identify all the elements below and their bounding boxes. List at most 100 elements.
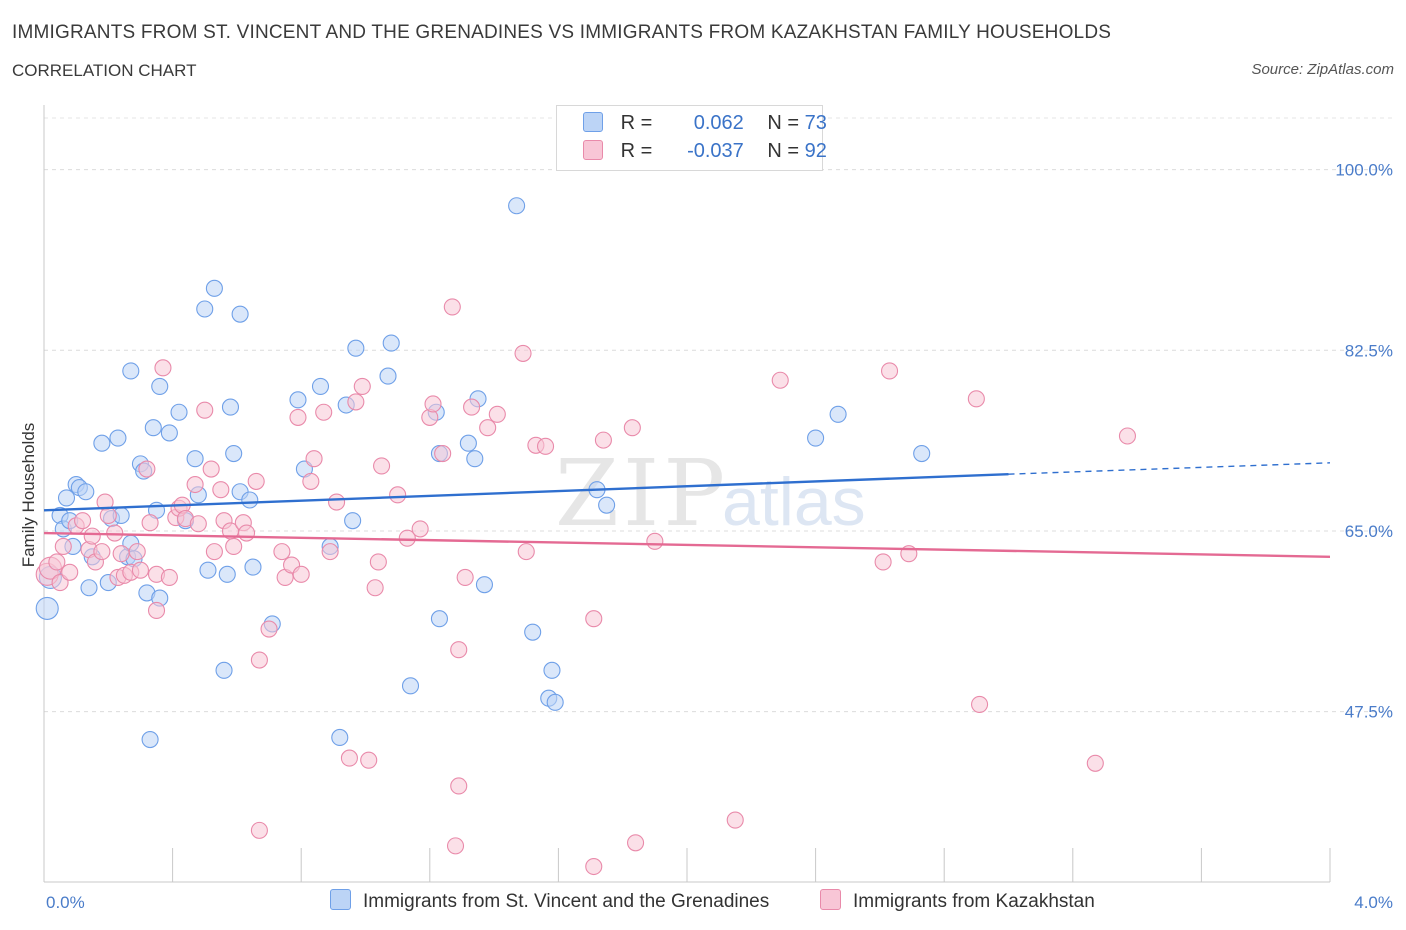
point-st-vincent (401, 677, 420, 695)
point-st-vincent (205, 279, 223, 297)
point-kazakhstan (373, 457, 391, 475)
point-st-vincent (598, 496, 616, 514)
point-st-vincent (122, 362, 140, 380)
point-kazakhstan (250, 651, 268, 669)
point-kazakhstan (273, 543, 291, 561)
point-kazakhstan (627, 834, 645, 852)
point-kazakhstan (971, 695, 989, 713)
point-st-vincent (807, 429, 825, 447)
point-st-vincent (508, 197, 526, 215)
y-tick-label: 65.0% (1345, 522, 1393, 541)
point-kazakhstan (1086, 754, 1104, 772)
point-st-vincent (331, 728, 349, 747)
point-kazakhstan (340, 749, 358, 767)
point-st-vincent (93, 434, 111, 452)
y-tick-label: 47.5% (1345, 703, 1393, 722)
legend-r-value: 0.062 (693, 112, 744, 134)
point-kazakhstan (61, 563, 79, 581)
trend-line-st-vincent-extension (1008, 462, 1331, 475)
point-st-vincent (151, 377, 169, 395)
legend-swatch-pink (583, 140, 603, 160)
point-kazakhstan (450, 777, 468, 795)
point-kazakhstan (443, 298, 461, 316)
point-st-vincent (241, 491, 259, 509)
point-kazakhstan (247, 472, 265, 490)
point-st-vincent (244, 558, 262, 576)
point-st-vincent (382, 334, 400, 352)
point-kazakhstan (488, 405, 506, 423)
point-kazakhstan (585, 610, 603, 628)
point-st-vincent (218, 565, 236, 583)
point-kazakhstan (398, 529, 416, 547)
point-st-vincent (459, 434, 477, 452)
legend-r-value: -0.037 (687, 140, 744, 162)
grid-lines (44, 117, 1395, 713)
x-tick-label: 0.0% (46, 893, 85, 912)
point-st-vincent (543, 661, 561, 679)
legend-row-series-1: R = 0.062 N = 73 (583, 112, 827, 138)
point-st-vincent (144, 419, 162, 437)
legend-swatch-pink (820, 889, 841, 910)
point-kazakhstan (646, 532, 664, 550)
point-st-vincent (524, 623, 542, 641)
point-kazakhstan (315, 403, 333, 421)
legend-series-1-name: Immigrants from St. Vincent and the Gren… (363, 891, 770, 912)
point-kazakhstan (347, 393, 365, 411)
legend-row-series-2: R = -0.037 N = 92 (583, 140, 827, 166)
point-kazakhstan (369, 553, 387, 571)
point-st-vincent (170, 403, 188, 421)
point-kazakhstan (321, 543, 339, 561)
point-kazakhstan (83, 527, 101, 545)
point-kazakhstan (154, 359, 172, 377)
point-kazakhstan (446, 837, 465, 855)
point-kazakhstan (302, 472, 320, 490)
point-kazakhstan (360, 751, 378, 769)
point-st-vincent (475, 576, 494, 594)
watermark-zip: ZIP (555, 440, 729, 547)
axes (43, 105, 1331, 883)
source-label: Source: ZipAtlas.com (1251, 61, 1394, 78)
point-kazakhstan (260, 620, 278, 638)
point-kazakhstan (536, 437, 555, 455)
point-kazakhstan (623, 419, 641, 437)
point-st-vincent (199, 561, 217, 579)
point-kazakhstan (305, 450, 323, 468)
point-kazakhstan (250, 821, 268, 839)
point-kazakhstan (131, 561, 149, 579)
point-kazakhstan (48, 553, 66, 571)
legend-r-label: R = (620, 140, 653, 162)
legend-n-label: N = (767, 140, 800, 162)
point-st-vincent (141, 730, 159, 749)
point-st-vincent (35, 596, 59, 620)
point-kazakhstan (967, 390, 985, 408)
legend-n-value: 73 (804, 112, 827, 134)
point-kazakhstan (456, 568, 474, 586)
point-kazakhstan (594, 431, 612, 449)
point-st-vincent (289, 391, 307, 409)
point-kazakhstan (186, 475, 204, 494)
point-st-vincent (466, 450, 484, 468)
point-kazakhstan (54, 537, 72, 556)
point-kazakhstan (112, 545, 130, 563)
x-tick-label: 4.0% (1354, 893, 1393, 912)
point-kazakhstan (514, 344, 532, 362)
legend-swatch-blue (330, 889, 351, 910)
point-st-vincent (186, 450, 204, 468)
point-kazakhstan (160, 568, 178, 586)
point-kazakhstan (463, 398, 481, 416)
point-st-vincent (221, 398, 240, 416)
point-kazakhstan (141, 514, 159, 532)
data-points (35, 197, 1137, 876)
point-st-vincent (215, 661, 233, 679)
point-kazakhstan (128, 543, 146, 561)
y-axis-label: Family Households (19, 423, 38, 568)
legend-item-kazakhstan: Immigrants from Kazakhstan (820, 889, 1095, 913)
point-st-vincent (347, 339, 365, 357)
point-kazakhstan (189, 515, 207, 533)
point-kazakhstan (366, 579, 384, 597)
point-kazakhstan (874, 553, 892, 571)
point-kazakhstan (147, 601, 166, 620)
point-kazakhstan (237, 524, 256, 542)
point-kazakhstan (479, 419, 497, 437)
